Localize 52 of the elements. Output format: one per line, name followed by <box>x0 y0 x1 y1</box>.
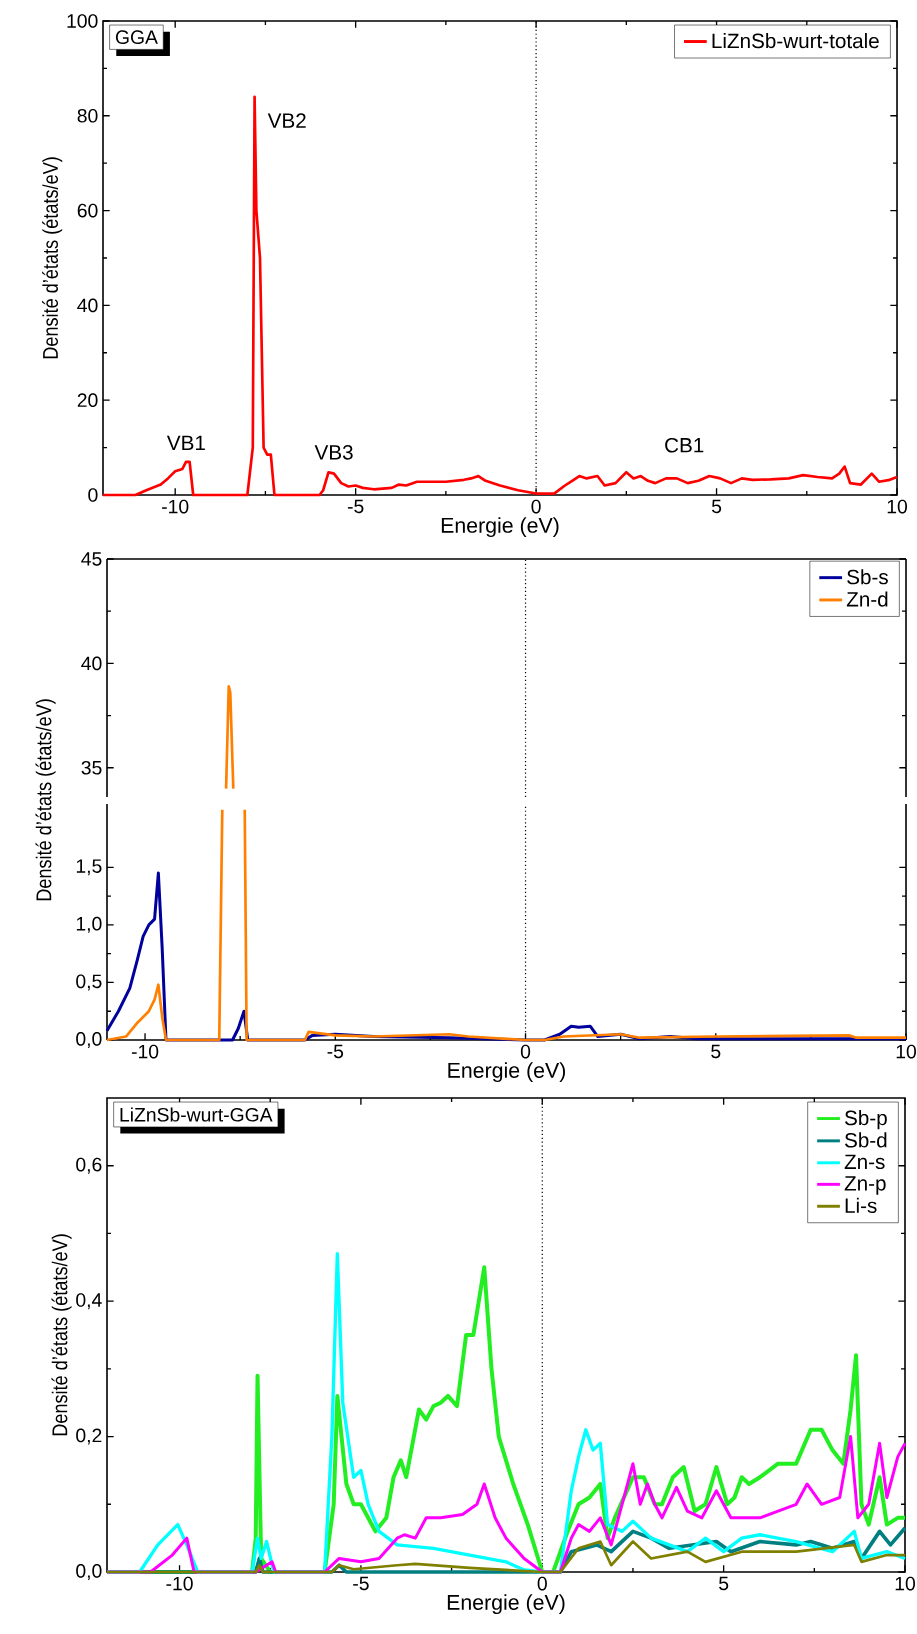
y-axis-title: Densité d’états (états/eV) <box>35 699 56 901</box>
annotation: CB1 <box>665 437 704 453</box>
y-tick-label: 0,2 <box>76 1428 102 1445</box>
legend-label: Li-s <box>845 1197 877 1213</box>
y-tick-label: 80 <box>77 108 98 123</box>
legend-label: LiZnSb-wurt-totale <box>712 33 879 49</box>
y-tick-label: 35 <box>81 760 102 775</box>
x-tick-label: 0 <box>520 1044 531 1059</box>
y-tick-label: 45 <box>81 552 102 566</box>
x-tick-label: -5 <box>353 1576 369 1591</box>
legend-label: Zn-s <box>844 1154 885 1170</box>
x-tick-label: 10 <box>895 1576 915 1591</box>
x-tick-label: -5 <box>327 1044 344 1059</box>
y-tick-label: 0,4 <box>76 1293 102 1310</box>
annotation: VB3 <box>314 445 353 460</box>
legend-label: Sb-s <box>847 569 888 585</box>
y-tick-label: 0 <box>88 488 98 502</box>
x-tick-label: 0 <box>537 1576 547 1591</box>
y-tick-label: 20 <box>77 393 98 408</box>
annotation: VB2 <box>267 113 306 128</box>
y-tick-label: 0,6 <box>76 1157 102 1174</box>
x-tick-label: 5 <box>711 1044 721 1059</box>
x-tick-label: -10 <box>131 1044 159 1059</box>
legend-label: Sb-d <box>844 1132 887 1148</box>
annotation: LiZnSb-wurt-GGA <box>120 1107 273 1122</box>
x-axis-title: Energie (eV) <box>441 517 559 538</box>
y-tick-label: 0,0 <box>76 1032 102 1048</box>
x-tick-label: 5 <box>711 499 722 514</box>
y-tick-label: 100 <box>67 14 98 28</box>
legend-label: Sb-p <box>844 1110 887 1130</box>
x-tick-label: 10 <box>896 1044 916 1059</box>
x-axis-title: Energie (eV) <box>447 1594 565 1615</box>
legend-label: Zn-d <box>846 591 888 607</box>
x-tick-label: -10 <box>162 499 189 514</box>
x-tick-label: -5 <box>347 499 364 514</box>
x-tick-label: 10 <box>887 499 907 514</box>
y-tick-label: 1,5 <box>76 859 102 876</box>
y-tick-label: 0,0 <box>76 1564 102 1580</box>
annotation: VB1 <box>166 435 205 450</box>
legend-label: Zn-p <box>844 1176 886 1195</box>
y-tick-label: 40 <box>81 656 102 671</box>
y-tick-label: 60 <box>77 203 98 218</box>
y-tick-label: 1,0 <box>76 916 102 933</box>
x-tick-label: -10 <box>166 1576 193 1591</box>
annotation: GGA <box>115 30 158 45</box>
y-axis-title: Densité d’états (états/eV) <box>51 1234 72 1436</box>
x-tick-label: 0 <box>531 499 541 514</box>
x-tick-label: 5 <box>719 1576 729 1591</box>
y-axis-title: Densité d’états (états/eV) <box>42 157 63 359</box>
y-tick-label: 40 <box>77 298 98 313</box>
x-axis-title: Energie (eV) <box>448 1062 566 1083</box>
y-tick-label: 0,5 <box>76 974 102 991</box>
